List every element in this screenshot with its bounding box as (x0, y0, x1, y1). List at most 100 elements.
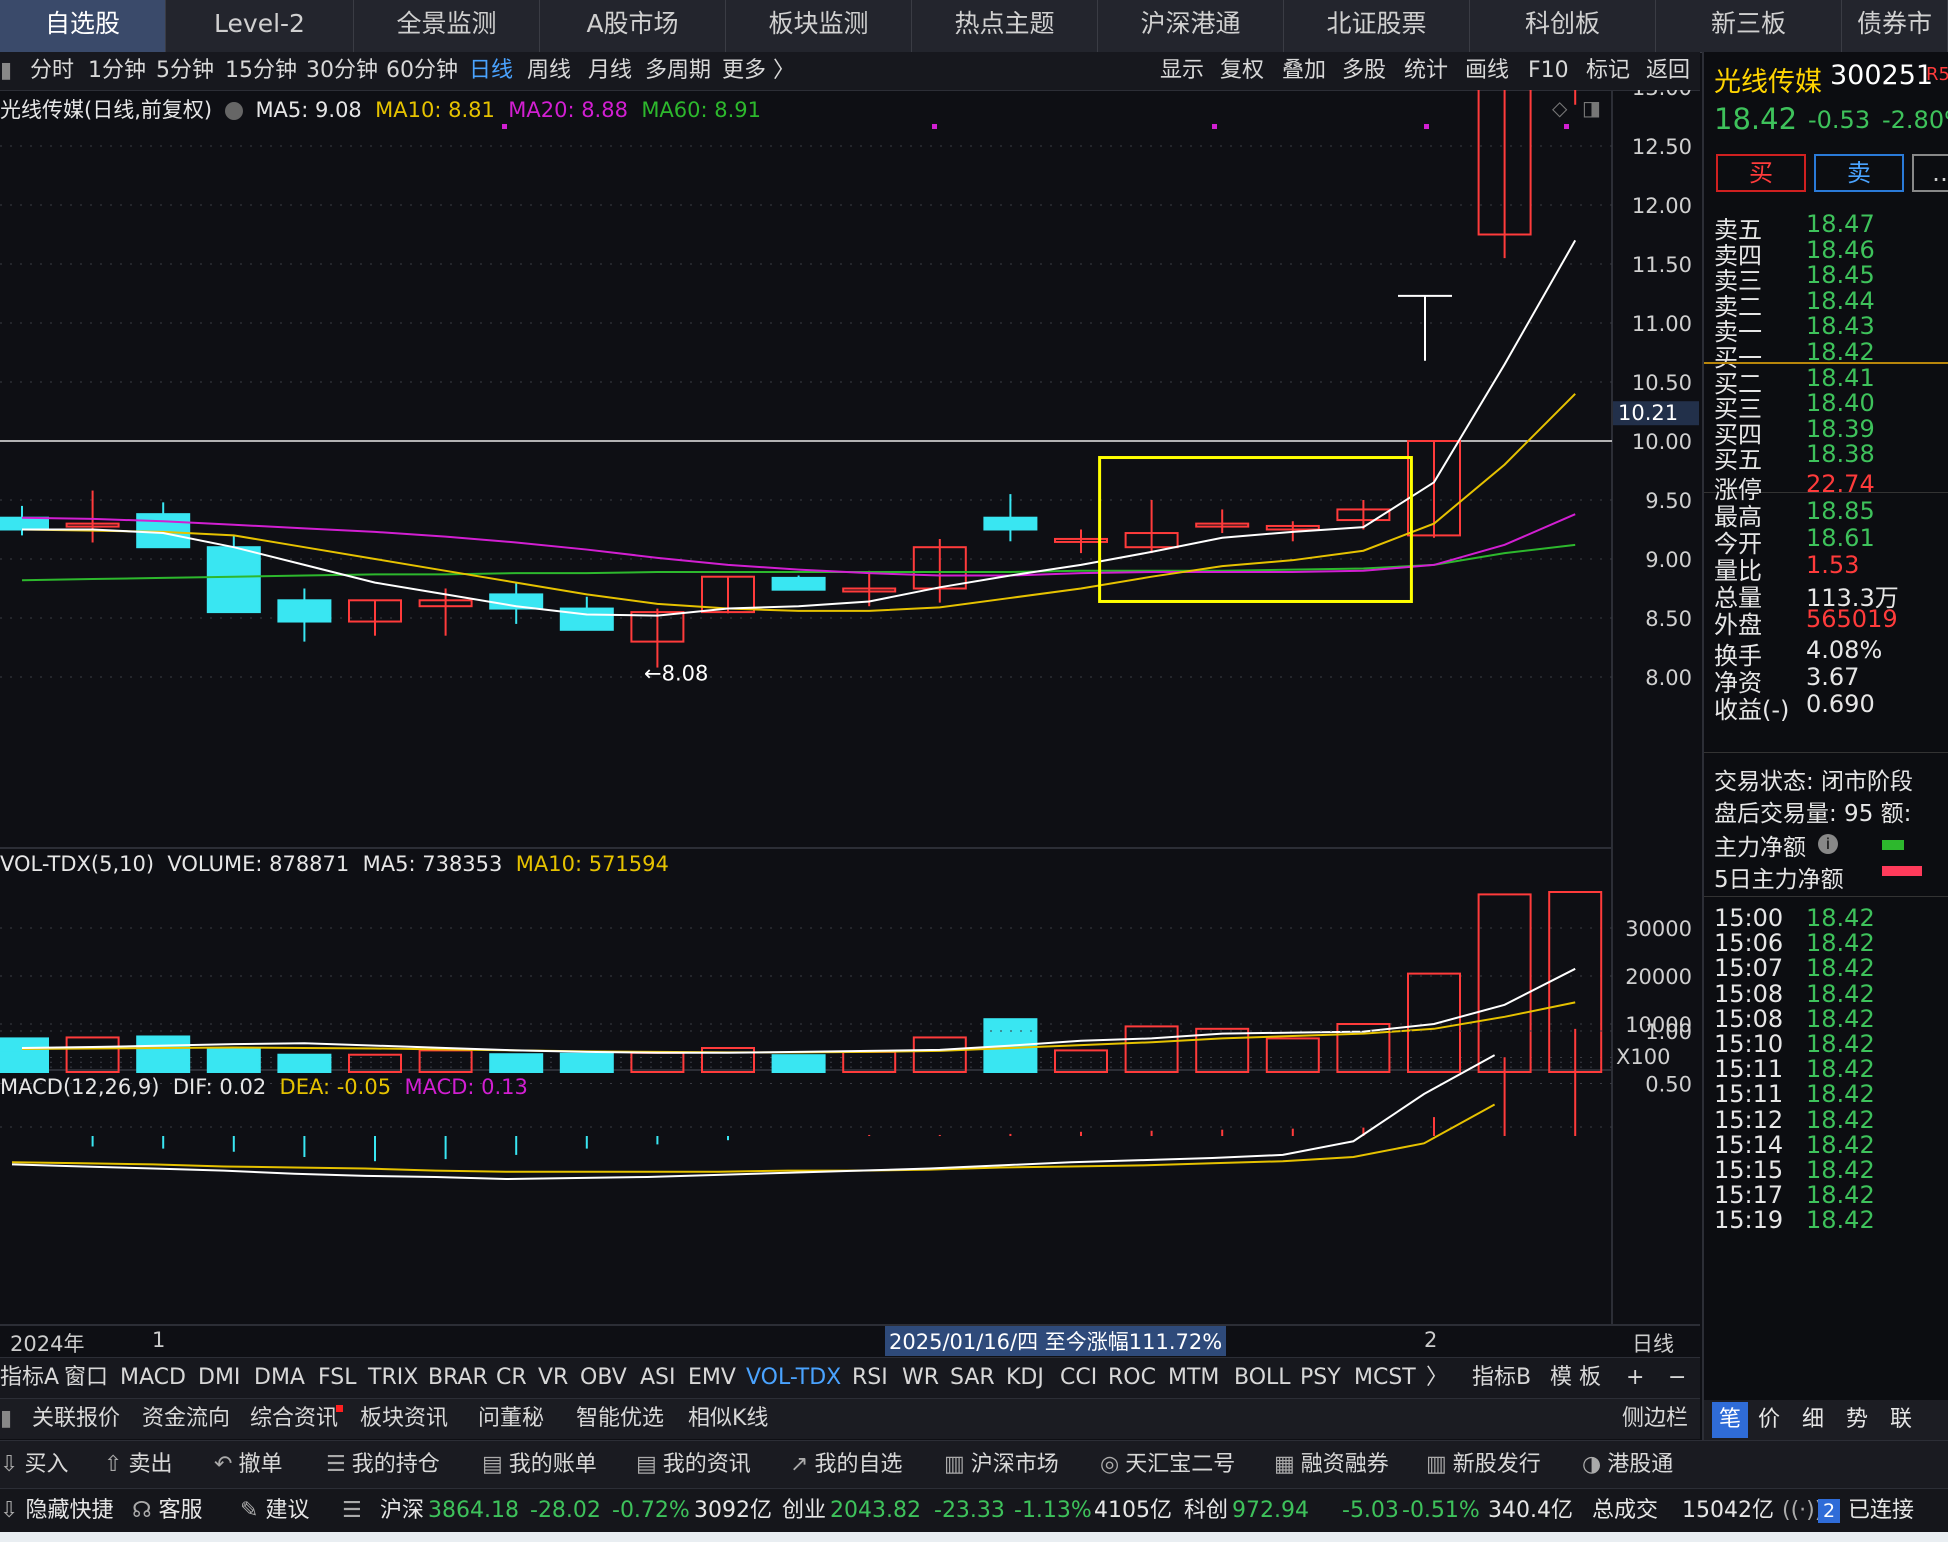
sell-button[interactable]: 卖 (1814, 154, 1904, 192)
action-bills[interactable]: ▤ 我的账单 (482, 1441, 597, 1489)
feedback[interactable]: ✎ 建议 (240, 1489, 309, 1533)
info-smart-pick[interactable]: 智能优选 (576, 1406, 665, 1431)
sidebar-toggle[interactable]: 侧边栏 (1622, 1406, 1689, 1431)
ind-vol-tdx[interactable]: VOL-TDX (746, 1365, 842, 1390)
period-more[interactable]: 更多 〉 (722, 58, 795, 83)
ind-cci[interactable]: CCI (1060, 1365, 1098, 1390)
ind-brar[interactable]: BRAR (428, 1365, 488, 1390)
info-similar-kline[interactable]: 相似K线 (688, 1406, 769, 1431)
ind-window[interactable]: 窗口 (64, 1365, 109, 1390)
period-60min[interactable]: 60分钟 (386, 58, 458, 83)
ind-add[interactable]: + (1626, 1365, 1645, 1390)
period-30min[interactable]: 30分钟 (306, 58, 378, 83)
action-my-news[interactable]: ▤ 我的资讯 (636, 1441, 751, 1489)
more-trade-button[interactable]: … (1912, 154, 1948, 192)
ind-tab-b[interactable]: 指标B (1472, 1365, 1532, 1390)
ind-wr[interactable]: WR (902, 1365, 940, 1390)
connection-status[interactable]: 已连接 (1848, 1498, 1915, 1523)
ind-dmi[interactable]: DMI (198, 1365, 241, 1390)
stat-label: 涨停 (1714, 476, 1762, 504)
panel-toggle-icon[interactable]: ◨ (1582, 96, 1601, 120)
tool-multi-stock[interactable]: 多股 (1342, 58, 1387, 83)
action-hs-market[interactable]: ▥ 沪深市场 (944, 1441, 1059, 1489)
ind-roc[interactable]: ROC (1108, 1365, 1156, 1390)
tab-tick[interactable]: 笔 (1712, 1402, 1748, 1438)
tab-link[interactable]: 联 (1890, 1407, 1913, 1432)
period-multi[interactable]: 多周期 (645, 58, 712, 83)
tool-mark[interactable]: 标记 (1586, 58, 1631, 83)
customer-service[interactable]: ☊ 客服 (132, 1489, 203, 1533)
action-margin[interactable]: ▦ 融资融券 (1274, 1441, 1389, 1489)
action-my-watchlist[interactable]: ↗ 我的自选 (790, 1441, 902, 1489)
ind-more-arrow[interactable]: 〉 (1426, 1365, 1449, 1390)
tab-neeq[interactable]: 新三板 (1656, 0, 1842, 52)
tab-trend[interactable]: 势 (1846, 1407, 1869, 1432)
info-fund-flow[interactable]: 资金流向 (142, 1406, 231, 1431)
ind-tab-a[interactable]: 指标A (0, 1365, 60, 1390)
tool-overlay[interactable]: 叠加 (1282, 58, 1327, 83)
tab-connect[interactable]: 沪深港通 (1098, 0, 1284, 52)
action-hk-connect[interactable]: ◑ 港股通 (1582, 1441, 1673, 1489)
tab-detail[interactable]: 细 (1802, 1407, 1825, 1432)
tab-a-share[interactable]: A股市场 (540, 0, 726, 52)
period-15min[interactable]: 15分钟 (225, 58, 297, 83)
ind-dma[interactable]: DMA (254, 1365, 305, 1390)
tool-back[interactable]: 返回 (1646, 58, 1691, 83)
info-related-quote[interactable]: 关联报价 (32, 1406, 121, 1431)
period-daily[interactable]: 日线 (469, 58, 514, 83)
action-sell[interactable]: ⇧ 卖出 (104, 1441, 172, 1489)
ind-sar[interactable]: SAR (950, 1365, 995, 1390)
ind-mcst[interactable]: MCST (1354, 1365, 1416, 1390)
ind-boll[interactable]: BOLL (1234, 1365, 1291, 1390)
diamond-icon[interactable]: ◇ (1552, 96, 1568, 120)
ind-remove[interactable]: − (1668, 1365, 1687, 1390)
cy-amount: 4105亿 (1094, 1498, 1172, 1523)
tool-draw[interactable]: 画线 (1465, 58, 1510, 83)
action-ipo[interactable]: ▥ 新股发行 (1426, 1441, 1541, 1489)
ind-trix[interactable]: TRIX (368, 1365, 419, 1390)
macd-dea: DEA: -0.05 (279, 1075, 392, 1099)
ind-template[interactable]: 模 板 (1550, 1365, 1601, 1390)
tab-price[interactable]: 价 (1758, 1407, 1781, 1432)
action-tianhuibao[interactable]: ◎ 天汇宝二号 (1100, 1441, 1235, 1489)
tab-hot-topics[interactable]: 热点主题 (912, 0, 1098, 52)
tab-watchlist[interactable]: 自选股 (0, 0, 166, 52)
period-intraday[interactable]: 分时 (30, 58, 75, 83)
tool-f10[interactable]: F10 (1528, 58, 1569, 83)
tab-panorama[interactable]: 全景监测 (354, 0, 540, 52)
period-weekly[interactable]: 周线 (527, 58, 572, 83)
period-1min[interactable]: 1分钟 (88, 58, 146, 83)
period-monthly[interactable]: 月线 (588, 58, 633, 83)
ind-asi[interactable]: ASI (640, 1365, 676, 1390)
info-sector-news[interactable]: 板块资讯 (360, 1406, 449, 1431)
buy-button[interactable]: 买 (1716, 154, 1806, 192)
period-5min[interactable]: 5分钟 (156, 58, 214, 83)
ind-cr[interactable]: CR (496, 1365, 527, 1390)
ind-kdj[interactable]: KDJ (1006, 1365, 1044, 1390)
action-buy[interactable]: ⇩ 买入 (0, 1441, 68, 1489)
tab-bonds[interactable]: 债券市 (1842, 0, 1948, 52)
ind-macd[interactable]: MACD (120, 1365, 186, 1390)
kline-chart[interactable]: 13.5013.0012.5012.0011.5011.0010.5010.00… (0, 90, 1700, 1356)
tab-sector-monitor[interactable]: 板块监测 (726, 0, 912, 52)
action-positions[interactable]: ☰ 我的持仓 (326, 1441, 440, 1489)
tab-star[interactable]: 科创板 (1470, 0, 1656, 52)
ind-psy[interactable]: PSY (1300, 1365, 1341, 1390)
action-cancel[interactable]: ↶ 撤单 (214, 1441, 282, 1489)
ind-fsl[interactable]: FSL (318, 1365, 357, 1390)
info-ask-secretary[interactable]: 问董秘 (478, 1406, 545, 1431)
info-news[interactable]: 综合资讯 (250, 1406, 339, 1431)
tab-level2[interactable]: Level-2 (166, 0, 354, 52)
hide-shortcuts[interactable]: ⇩ 隐藏快捷 (0, 1489, 113, 1533)
ind-obv[interactable]: OBV (580, 1365, 627, 1390)
tab-bse[interactable]: 北证股票 (1284, 0, 1470, 52)
ind-emv[interactable]: EMV (688, 1365, 736, 1390)
tool-display[interactable]: 显示 (1160, 58, 1205, 83)
tool-adjust[interactable]: 复权 (1220, 58, 1265, 83)
ind-vr[interactable]: VR (538, 1365, 569, 1390)
tool-stats[interactable]: 统计 (1404, 58, 1449, 83)
legend-toggle-icon[interactable] (224, 102, 243, 120)
ind-mtm[interactable]: MTM (1168, 1365, 1220, 1390)
ind-rsi[interactable]: RSI (852, 1365, 888, 1390)
info-icon[interactable]: i (1818, 834, 1838, 854)
